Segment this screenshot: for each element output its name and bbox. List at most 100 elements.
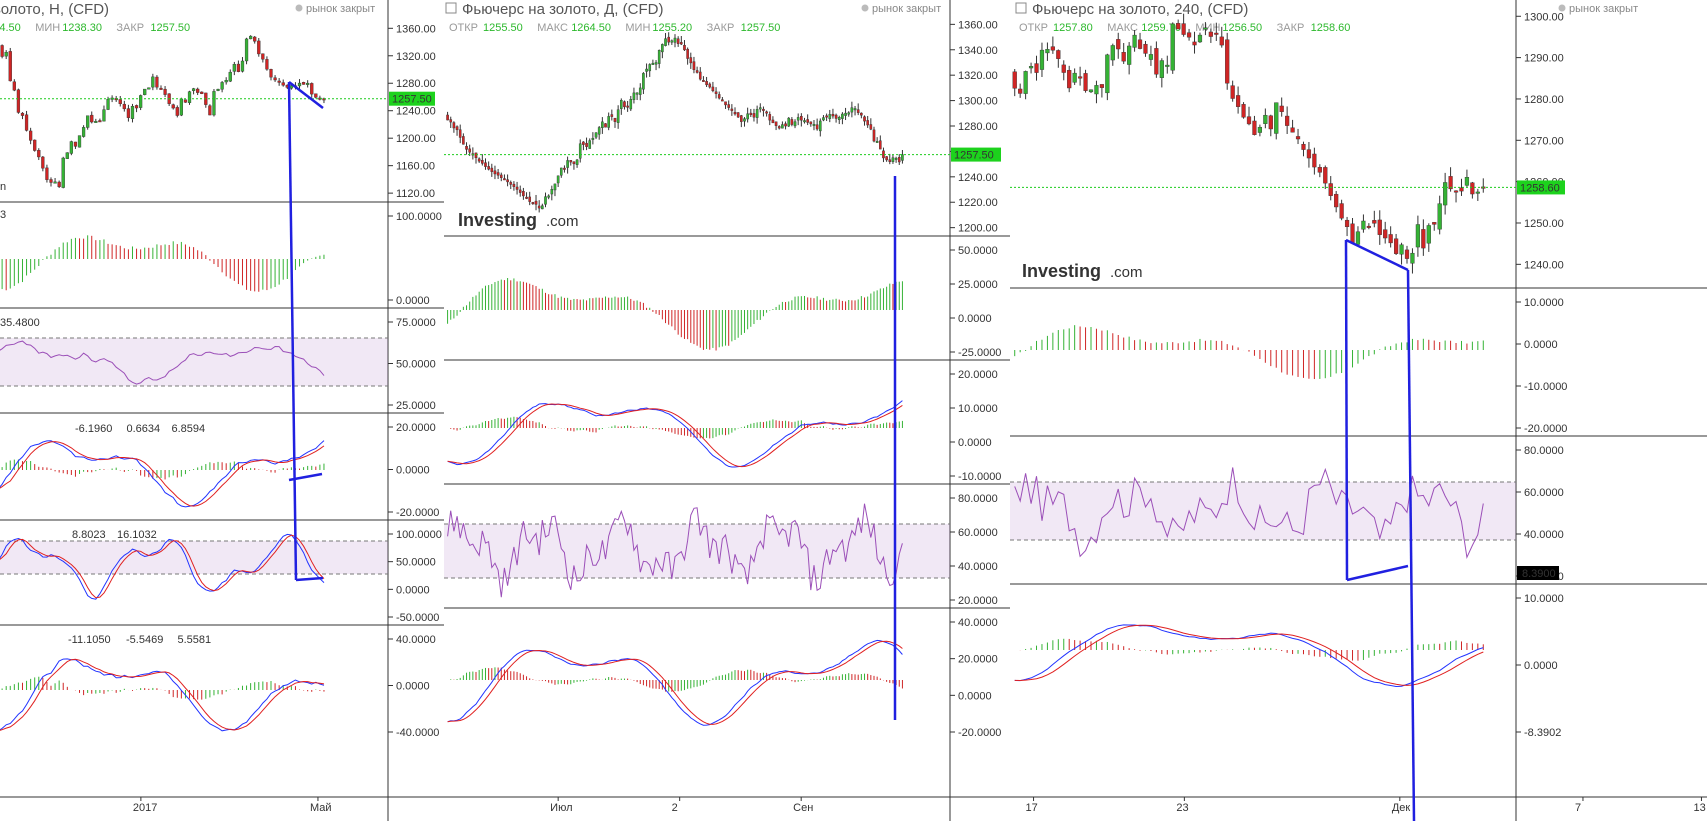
- candle-body: [1475, 191, 1480, 194]
- ohlc-value: 1257.80: [1053, 22, 1093, 34]
- candle-body: [224, 80, 228, 83]
- candle-body: [777, 126, 781, 129]
- candle-body: [462, 136, 465, 145]
- chart-panel-left[interactable]: золото, Н, (CFD)рынок закрыт1264.50МИН12…: [0, 0, 445, 821]
- candle-body: [758, 107, 762, 110]
- candle-body: [122, 103, 126, 110]
- ind1-tick: -10.0000: [1524, 381, 1567, 393]
- ohlc-value: 1257.50: [150, 22, 190, 34]
- last-price-badge: [1517, 180, 1565, 195]
- candle-body: [888, 159, 892, 162]
- candle-body: [585, 142, 588, 147]
- candle-body: [29, 130, 33, 141]
- candle-body: [143, 88, 147, 95]
- candle-body: [642, 73, 645, 90]
- time-label: 17: [1026, 802, 1038, 814]
- candle-body: [53, 181, 57, 184]
- candle-body: [236, 63, 241, 72]
- candle-body: [1268, 115, 1273, 130]
- candle-body: [90, 114, 94, 123]
- candle-body: [572, 161, 576, 165]
- candle-body: [632, 92, 636, 100]
- candle-body: [1410, 252, 1415, 264]
- candle-body: [1105, 54, 1110, 94]
- macd2-value: -5.5469: [126, 634, 163, 646]
- signal-line: [447, 403, 903, 468]
- candle-body: [449, 119, 453, 123]
- ohlc-value: 1238.30: [62, 22, 102, 34]
- candle-body: [869, 124, 873, 130]
- candle-body: [619, 100, 623, 109]
- chart-panel-right[interactable]: Фьючерс на золото, 240, (CFD) рынок закры…: [1010, 0, 1707, 821]
- candle-body: [159, 87, 163, 90]
- candle-body: [126, 108, 131, 118]
- candle-body: [175, 107, 179, 116]
- candle-body: [1399, 244, 1404, 255]
- annotation-line: [295, 576, 324, 582]
- candle-body: [1377, 219, 1382, 235]
- candle-body: [746, 113, 749, 120]
- macd2-line: [447, 639, 903, 726]
- ind3-tick: 20.0000: [396, 422, 436, 434]
- candle-body: [714, 91, 718, 94]
- candle-body: [297, 82, 302, 87]
- candle-body: [762, 108, 765, 111]
- candle-body: [1366, 225, 1371, 228]
- candle-body: [1061, 64, 1066, 73]
- candle-body: [212, 91, 216, 116]
- candle-body: [134, 105, 139, 109]
- candle-body: [1448, 176, 1453, 190]
- candle-body: [692, 61, 696, 71]
- ind3-tick: 10.0000: [1524, 593, 1564, 605]
- candle-body: [1317, 167, 1322, 173]
- candle-body: [1088, 89, 1094, 93]
- price-tick-label: 1320.00: [958, 70, 998, 82]
- collapse-icon: [1015, 2, 1027, 14]
- candle-body: [61, 157, 65, 188]
- investing-logo-suffix: .com: [546, 213, 579, 230]
- price-tick-label: 1320.00: [396, 51, 436, 63]
- price-tick-label: 1240.00: [396, 106, 436, 118]
- candle-body: [683, 44, 686, 51]
- candle-body: [698, 71, 702, 80]
- candle-body: [1344, 219, 1350, 228]
- ind5-tick: 0.0000: [396, 681, 430, 693]
- candle-body: [553, 183, 557, 191]
- candle-body: [1372, 220, 1377, 224]
- candle-body: [1056, 50, 1061, 59]
- candle-body: [65, 152, 69, 159]
- candle-body: [670, 40, 674, 43]
- ohlc-value: 1255.20: [652, 22, 692, 34]
- candle-body: [8, 51, 12, 82]
- candle-body: [1121, 52, 1126, 62]
- candle-body: [828, 114, 832, 119]
- candle-body: [102, 109, 106, 122]
- ind4-tick: -50.0000: [396, 612, 439, 624]
- candle-body: [765, 111, 768, 114]
- candle-body: [1039, 49, 1045, 70]
- candle-body: [635, 92, 639, 95]
- ohlc-value: 1259.70: [1141, 22, 1181, 34]
- candle-body: [455, 126, 459, 131]
- price-tick-label: 1340.00: [958, 45, 998, 57]
- candle-body: [853, 108, 857, 111]
- candle-body: [1154, 48, 1159, 75]
- chart-panel-middle[interactable]: Фьючерс на золото, Д, (CFD) рынок закрыт О…: [444, 0, 1011, 821]
- macd2-value: 5.5581: [178, 634, 212, 646]
- ind2-tick: 60.0000: [1524, 487, 1564, 499]
- rsi-line: [447, 503, 903, 598]
- ohlc-value: 1257.50: [741, 22, 781, 34]
- candle-body: [1312, 153, 1317, 168]
- price-tick-label: 1280.00: [1524, 94, 1564, 106]
- candle-body: [866, 120, 869, 126]
- candle-body: [257, 40, 261, 55]
- price-tick-label: 1240.00: [958, 172, 998, 184]
- candle-body: [1421, 229, 1426, 249]
- ind1-tick: -20.0000: [1524, 423, 1567, 435]
- candle-body: [597, 127, 601, 135]
- ind5-tick: 40.0000: [396, 634, 436, 646]
- stoch-value: 16.1032: [117, 529, 157, 541]
- candle-body: [556, 175, 560, 184]
- macd-line: [0, 440, 325, 508]
- candle-body: [525, 196, 528, 199]
